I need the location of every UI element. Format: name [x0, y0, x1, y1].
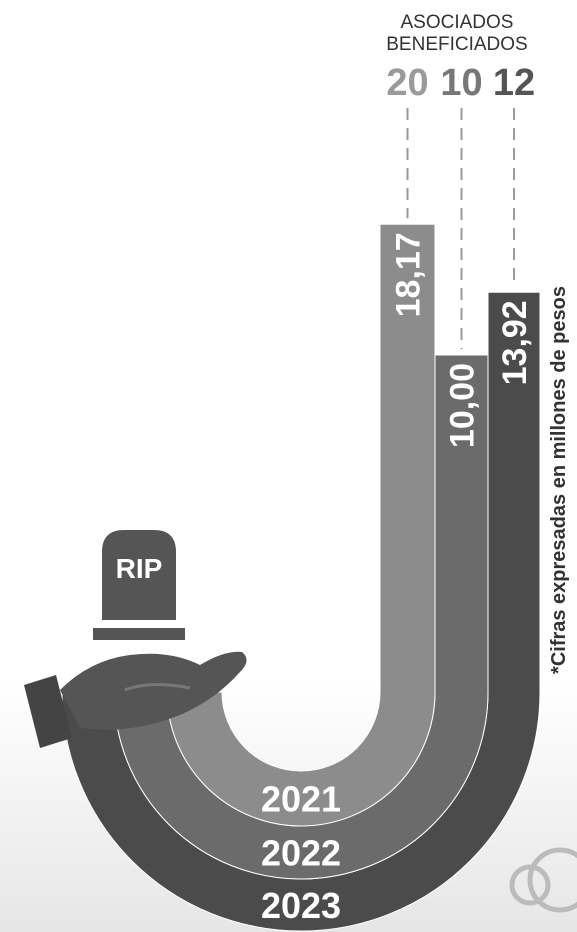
year-label: 2023	[261, 885, 341, 926]
associates-value: 12	[493, 62, 535, 104]
value-label: 13,92	[496, 300, 534, 385]
associates-title: BENEFICIADOS	[386, 34, 527, 55]
value-label: 18,17	[390, 232, 428, 317]
decoration	[509, 847, 577, 913]
year-label: 2021	[261, 779, 341, 820]
hand-icon	[24, 651, 247, 748]
chart-area: 13,92 2023 12 10,00 2022 10 18,17 2021 20	[61, 62, 541, 932]
j-bar	[166, 223, 436, 827]
associates-value: 20	[386, 62, 428, 104]
associates-value: 10	[440, 62, 482, 104]
year-label: 2022	[261, 833, 341, 874]
value-label: 10,00	[444, 363, 482, 448]
associates-title: ASOCIADOS	[401, 12, 514, 33]
rip-text: RIP	[116, 553, 163, 584]
note: *Cifras expresadas en millones de pesos	[548, 286, 570, 674]
rip-icon: RIP	[93, 530, 185, 640]
